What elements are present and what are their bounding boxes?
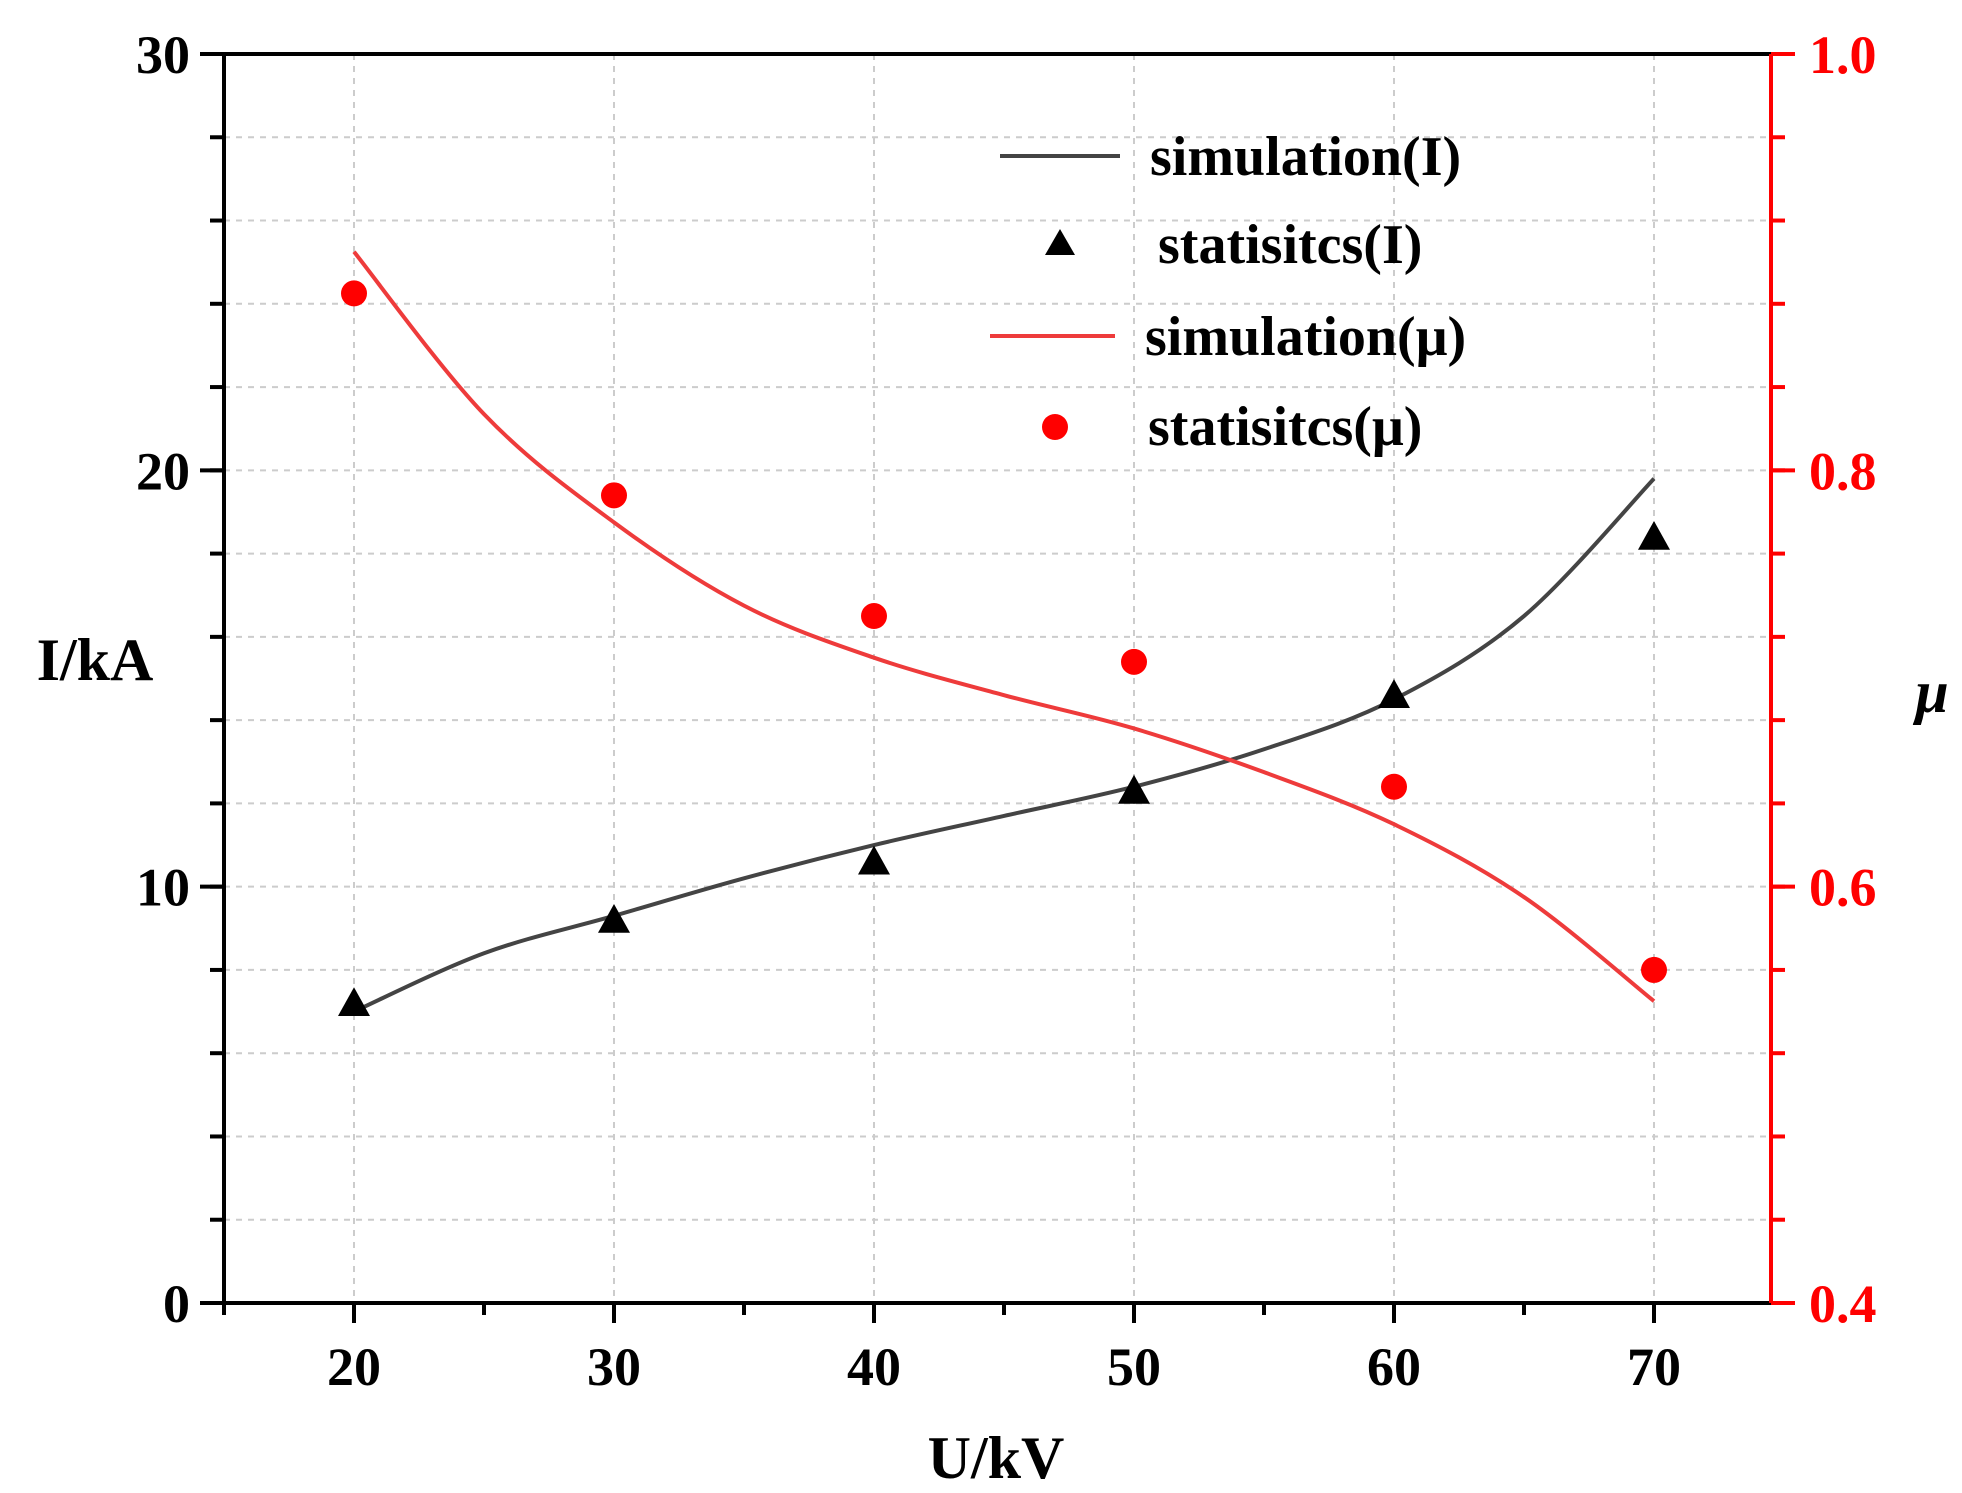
x-tick-label: 20 [327, 1337, 381, 1397]
legend-label-simulation-i: simulation(I) [1150, 126, 1461, 188]
triangle-marker [1118, 774, 1150, 804]
circle-marker [1121, 648, 1147, 675]
legend-marker-statistics-i [1045, 229, 1075, 255]
x-tick-label: 40 [847, 1337, 901, 1397]
triangle-marker [338, 987, 370, 1017]
y-tick-label: 0 [163, 1274, 190, 1334]
triangle-marker [1638, 520, 1670, 550]
y-tick-label: 30 [136, 25, 190, 85]
series-lines [352, 250, 1656, 1014]
circle-marker [601, 482, 627, 509]
circle-marker [1641, 956, 1667, 983]
y2-tick-label: 0.6 [1809, 858, 1877, 918]
x-tick-label: 60 [1367, 1337, 1421, 1397]
circle-marker [861, 603, 887, 630]
legend-label-statistics-i: statisitcs(I) [1158, 214, 1422, 276]
axes [222, 52, 1773, 1305]
y-axis-title: I/kA [37, 627, 154, 693]
series-line-0 [353, 477, 1656, 1014]
x-tick-label: 70 [1627, 1337, 1681, 1397]
triangle-marker [858, 845, 890, 875]
grid [224, 54, 1771, 1303]
y2-axis-title: μ [1912, 659, 1948, 725]
legend-label-simulation-mu: simulation(μ) [1145, 306, 1466, 368]
y-tick-label: 10 [136, 858, 190, 918]
triangle-marker [598, 903, 630, 933]
y2-tick-label: 0.8 [1809, 441, 1877, 501]
markers [338, 280, 1670, 1017]
legend: simulation(I) statisitcs(I) simulation(μ… [990, 126, 1466, 458]
x-tick-label: 30 [587, 1337, 641, 1397]
x-axis-title: U/kV [928, 1425, 1065, 1491]
legend-marker-statistics-mu [1042, 414, 1068, 440]
y2-tick-label: 1.0 [1809, 25, 1877, 85]
x-tick-label: 50 [1107, 1337, 1161, 1397]
ticks: 20 30 40 50 60 70 0 10 20 30 0.4 0.6 0.8 1.0 [136, 25, 1877, 1397]
circle-marker [1381, 773, 1407, 800]
legend-label-statistics-mu: statisitcs(μ) [1148, 396, 1422, 458]
series-line-2 [352, 250, 1656, 1003]
y-tick-label: 20 [136, 441, 190, 501]
y2-tick-label: 0.4 [1809, 1274, 1877, 1334]
circle-marker [341, 280, 367, 307]
triangle-marker [1378, 679, 1410, 708]
